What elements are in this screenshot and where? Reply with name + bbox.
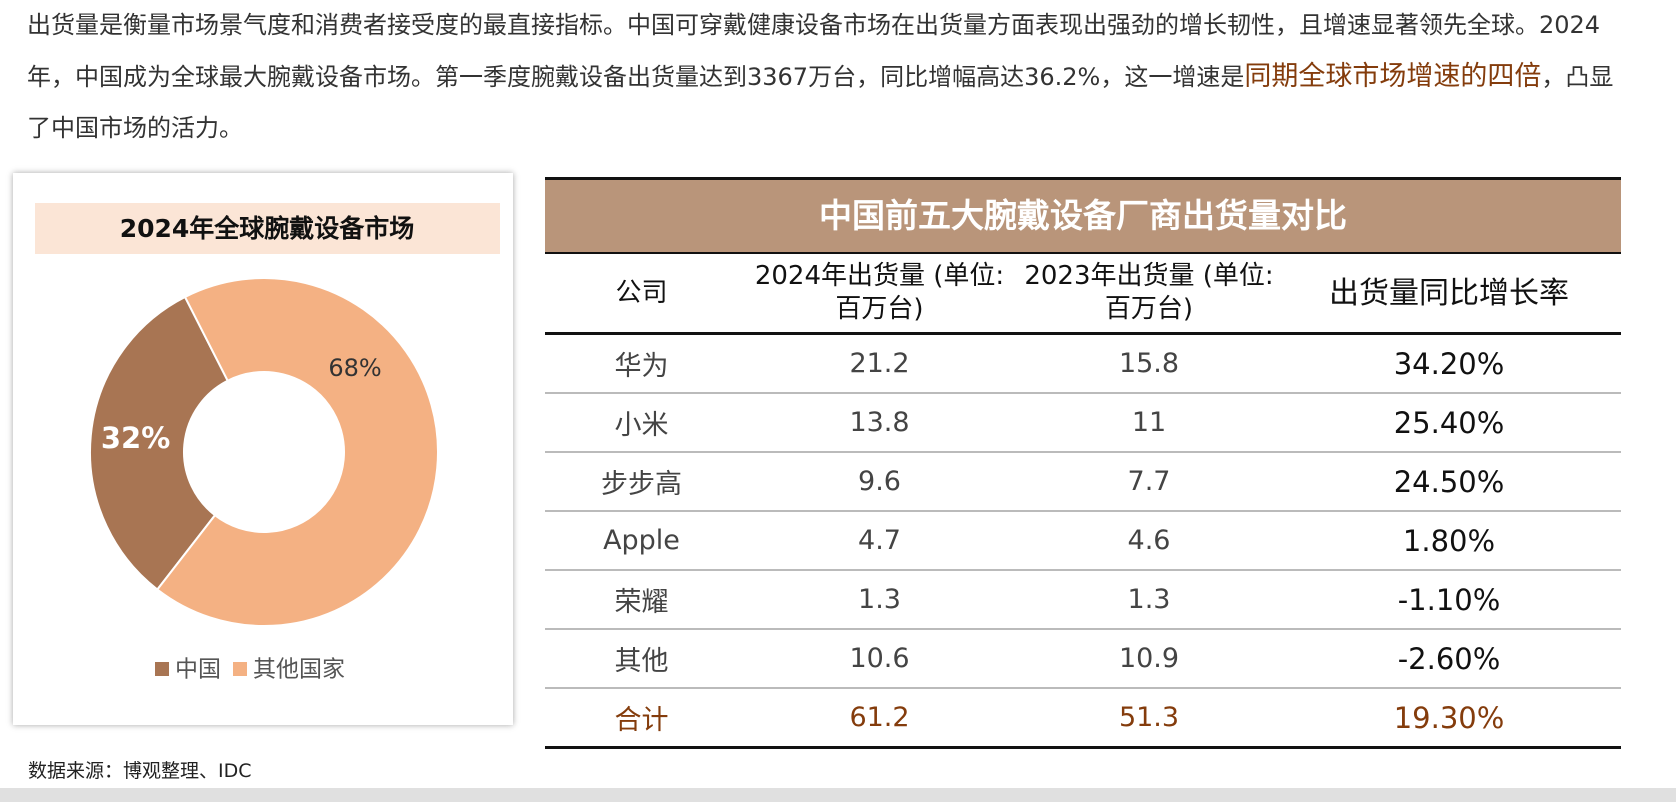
table: 中国前五大腕戴设备厂商出货量对比 公司 2024年出货量 (单位: 百万台) 202… <box>545 177 1621 749</box>
table-cell: 1.3 <box>1021 570 1277 630</box>
title-box <box>35 203 500 254</box>
table-cell: 10.9 <box>1021 629 1277 689</box>
chart-title: 2024年全球腕戴设备市场 <box>120 214 415 243</box>
legend-label: 中国 <box>175 657 221 683</box>
chart: 2024年全球腕戴设备市场 32% 68% 中国 其他国家 <box>35 203 500 683</box>
table-cell: 13.8 <box>738 393 1021 453</box>
table-cell: 34.20% <box>1277 333 1621 394</box>
table-cell: 1.3 <box>738 570 1021 630</box>
table-cell: 21.2 <box>738 333 1021 394</box>
column-header: 2024年出货量 (单位: 百万台) <box>738 254 1021 335</box>
data-label: 68% <box>328 354 381 382</box>
table-cell: 9.6 <box>738 452 1021 512</box>
table-cell: 61.2 <box>738 688 1021 749</box>
table-cell: 其他 <box>545 629 738 689</box>
legend-swatch <box>233 662 247 676</box>
table-cell: 4.7 <box>738 511 1021 571</box>
text: ，凸显了中国市场的活力。 <box>27 63 1614 142</box>
table-row: 荣耀 1.3 1.3 -1.10% <box>545 570 1621 630</box>
data-label: 32% <box>101 421 170 455</box>
intro-paragraph: 出货量是衡量市场景气度和消费者接受度的最直接指标。中国可穿戴健康设备市场在出货量… <box>27 0 1627 154</box>
bottom-band <box>0 788 1676 802</box>
table-row: Apple 4.7 4.6 1.80% <box>545 511 1621 571</box>
table-body: 华为 21.2 15.8 34.20% 小米 13.8 11 25.40% 步步高 9.6 7.7 2… <box>545 333 1621 749</box>
legend-swatch <box>155 662 169 676</box>
table-cell: -1.10% <box>1277 570 1621 630</box>
table-cell: 19.30% <box>1277 688 1621 749</box>
header-row: 公司 2024年出货量 (单位: 百万台) 2023年出货量 (单位: 百万台) 出货… <box>545 254 1621 335</box>
legend-label: 其他国家 <box>253 657 345 683</box>
table-cell: 荣耀 <box>545 570 738 630</box>
table-cell: 步步高 <box>545 452 738 512</box>
table-cell: 7.7 <box>1021 452 1277 512</box>
table-cell: 51.3 <box>1021 688 1277 749</box>
table-cell: 小米 <box>545 393 738 453</box>
table-title: 中国前五大腕戴设备厂商出货量对比 <box>545 177 1621 254</box>
source-note: 数据来源：博观整理、IDC <box>28 760 252 782</box>
chart-panel: 2024年全球腕戴设备市场 32% 68% 中国 其他国家 <box>13 173 513 725</box>
column-header: 公司 <box>545 254 738 335</box>
table-wrap: 中国前五大腕戴设备厂商出货量对比 公司 2024年出货量 (单位: 百万台) 202… <box>545 177 1621 749</box>
pie-slice <box>89 295 230 591</box>
text: 出货量是衡量市场景气度和消费者接受度的最直接指标。中国可穿戴健康设备市场在出货量… <box>27 11 1601 91</box>
table-cell: 25.40% <box>1277 393 1621 453</box>
table-cell: 24.50% <box>1277 452 1621 512</box>
column-header: 2023年出货量 (单位: 百万台) <box>1021 254 1277 335</box>
table-cell: 4.6 <box>1021 511 1277 571</box>
table-row: 步步高 9.6 7.7 24.50% <box>545 452 1621 512</box>
table-cell: 1.80% <box>1277 511 1621 571</box>
highlight: 同期全球市场增速的四倍 <box>1244 61 1542 92</box>
table-cell: 10.6 <box>738 629 1021 689</box>
table-row: 华为 21.2 15.8 34.20% <box>545 333 1621 394</box>
table-row: 小米 13.8 11 25.40% <box>545 393 1621 453</box>
table-cell: 11 <box>1021 393 1277 453</box>
table-cell: 15.8 <box>1021 333 1277 394</box>
table-row: 合计 61.2 51.3 19.30% <box>545 688 1621 749</box>
table-cell: -2.60% <box>1277 629 1621 689</box>
pie-slice <box>155 277 439 627</box>
table-cell: Apple <box>545 511 738 571</box>
table-row: 其他 10.6 10.9 -2.60% <box>545 629 1621 689</box>
table-cell: 合计 <box>545 688 738 749</box>
table-cell: 华为 <box>545 333 738 394</box>
column-header: 出货量同比增长率 <box>1277 254 1621 335</box>
